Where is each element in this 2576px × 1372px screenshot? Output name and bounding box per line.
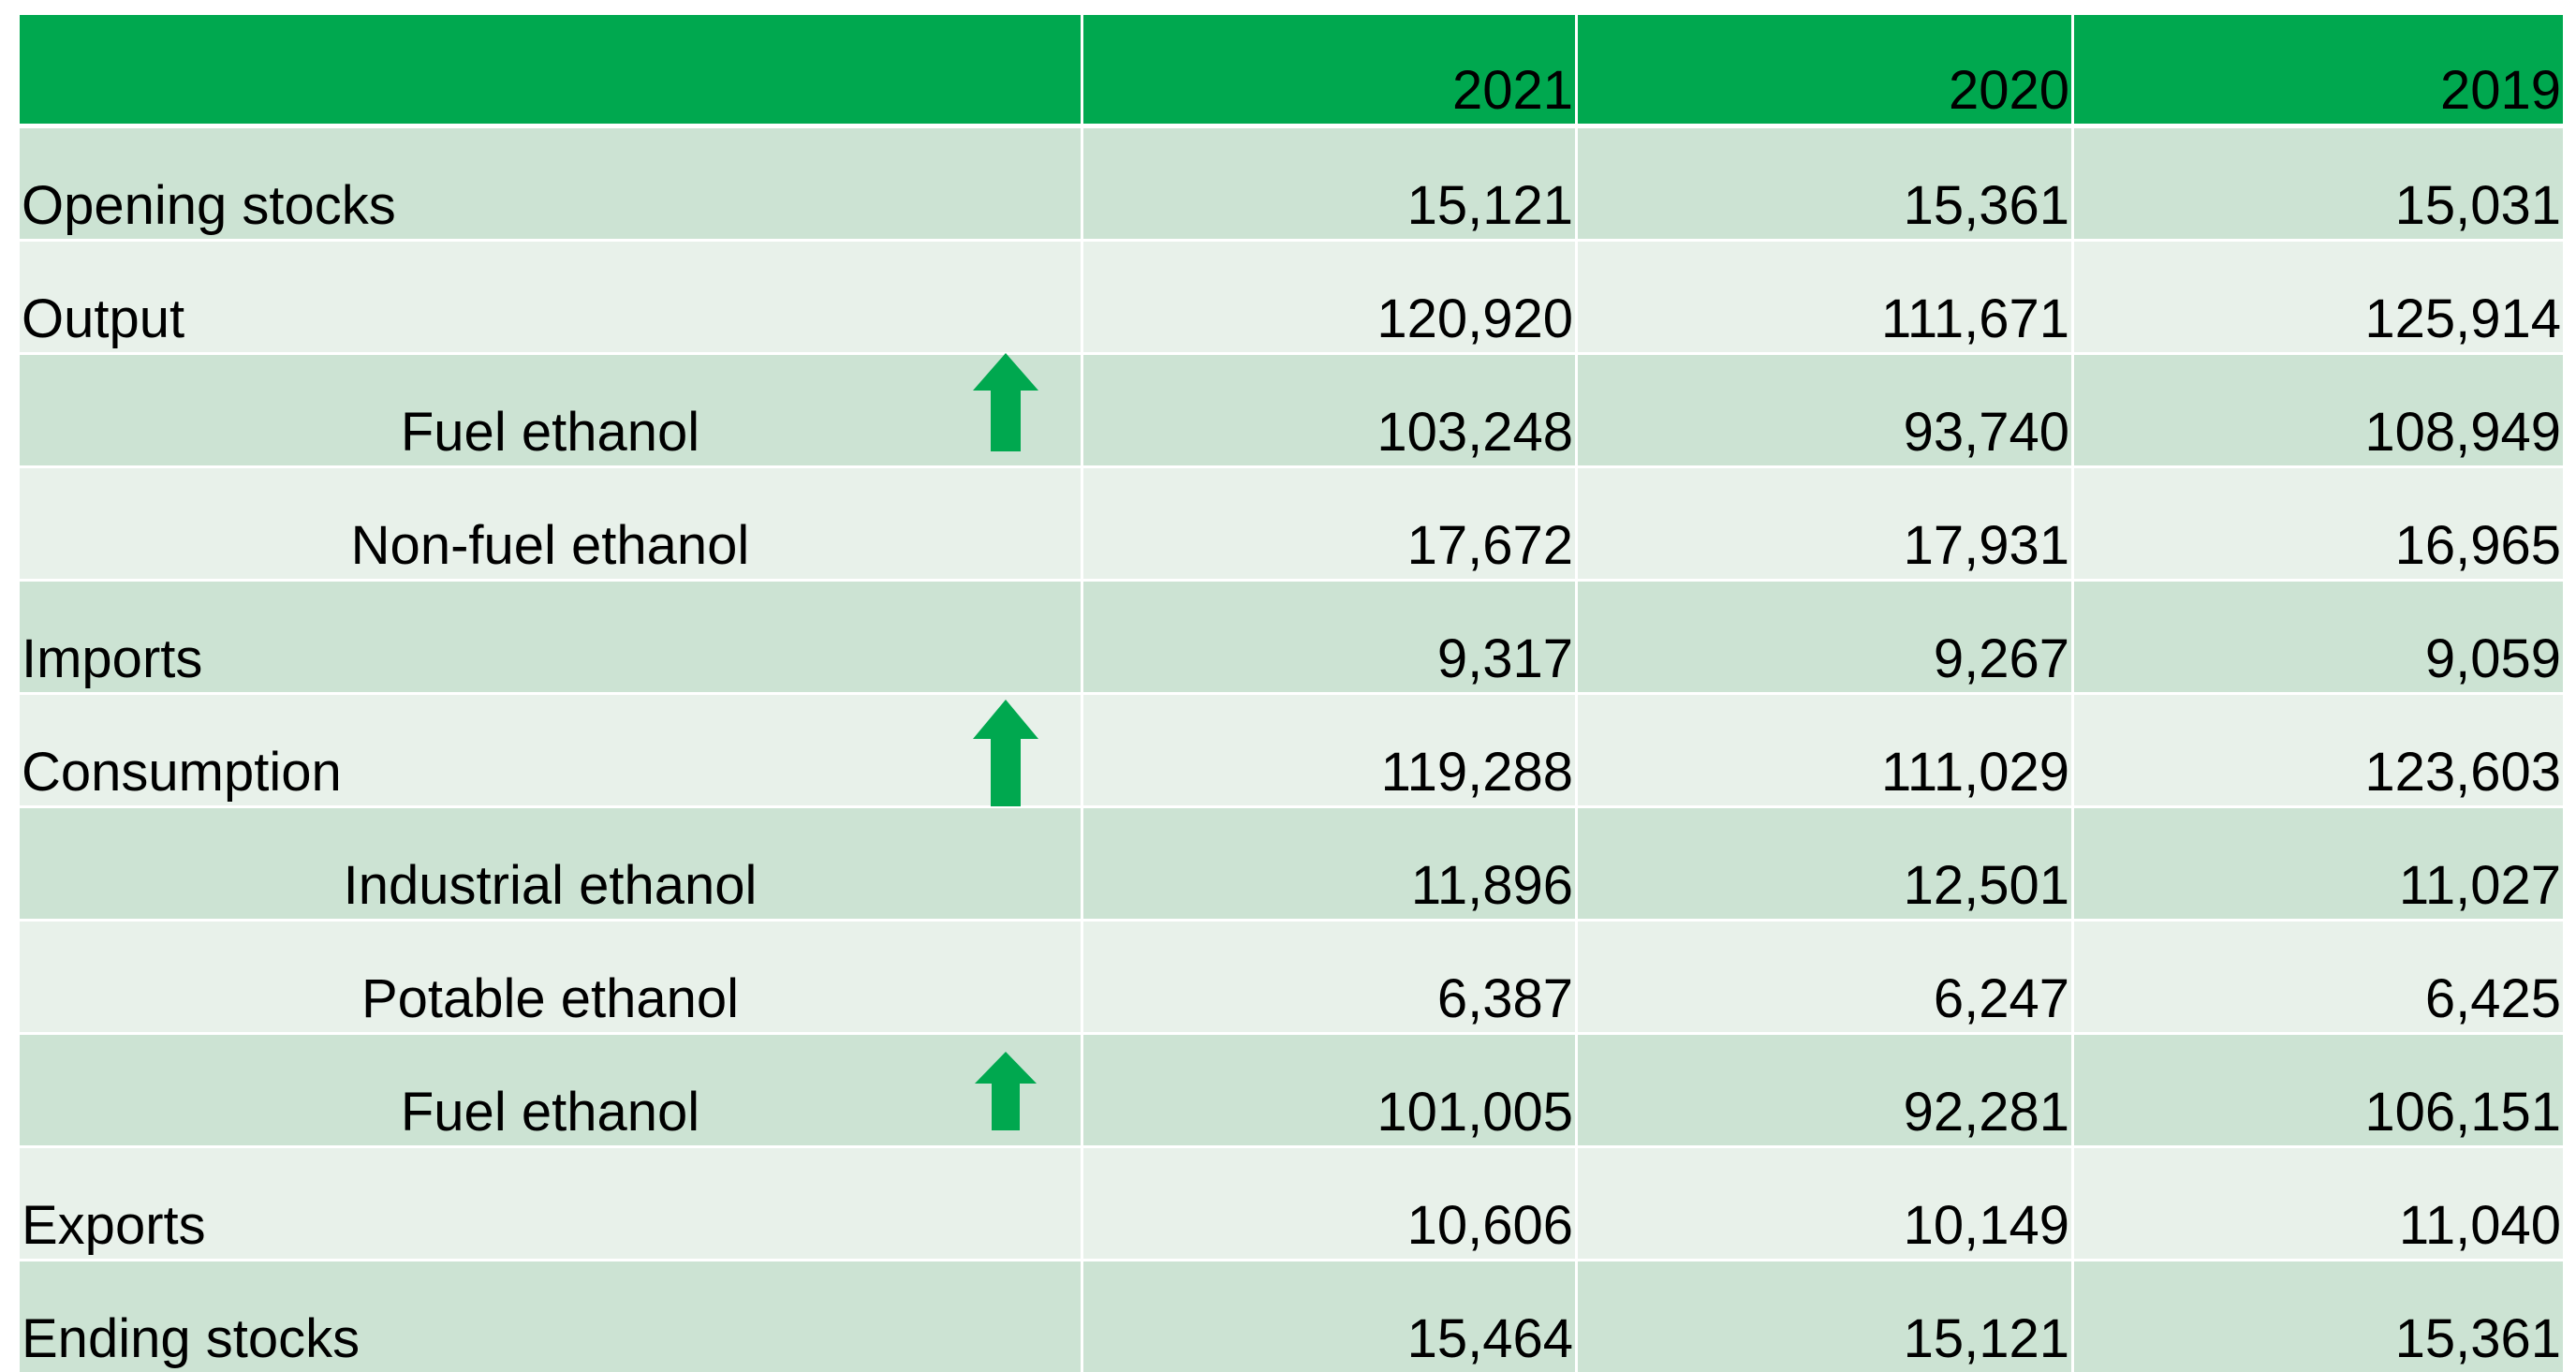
value-cell: 15,464 (1083, 1261, 1575, 1372)
value-cell: 9,317 (1083, 582, 1575, 692)
value-cell: 111,671 (1578, 242, 2071, 352)
value-cell: 15,121 (1578, 1261, 2071, 1372)
row-label: Non-fuel ethanol (20, 468, 1081, 579)
row-label: Fuel ethanol (20, 355, 1081, 465)
value-cell: 9,059 (2074, 582, 2563, 692)
row-label: Exports (20, 1148, 1081, 1259)
value-cell: 101,005 (1083, 1035, 1575, 1145)
value-cell: 6,425 (2074, 922, 2563, 1032)
value-cell: 6,247 (1578, 922, 2071, 1032)
value-cell: 11,027 (2074, 808, 2563, 919)
value-cell: 15,361 (2074, 1261, 2563, 1372)
value-cell: 12,501 (1578, 808, 2071, 919)
column-header: 2020 (1578, 15, 2071, 124)
up-arrow (973, 700, 1038, 806)
column-header: 2019 (2074, 15, 2563, 124)
value-cell: 120,920 (1083, 242, 1575, 352)
row-label: Imports (20, 582, 1081, 692)
up-arrow (975, 1052, 1037, 1130)
value-cell: 16,965 (2074, 468, 2563, 579)
row-label: Consumption (20, 695, 1081, 805)
row-label: Industrial ethanol (20, 808, 1081, 919)
value-cell: 10,149 (1578, 1148, 2071, 1259)
value-cell: 123,603 (2074, 695, 2563, 805)
value-cell: 125,914 (2074, 242, 2563, 352)
row-label: Potable ethanol (20, 922, 1081, 1032)
value-cell: 11,896 (1083, 808, 1575, 919)
value-cell: 9,267 (1578, 582, 2071, 692)
up-arrow (973, 353, 1038, 451)
value-cell: 106,151 (2074, 1035, 2563, 1145)
header-cell (20, 15, 1081, 124)
row-label: Opening stocks (20, 128, 1081, 239)
row-label: Fuel ethanol (20, 1035, 1081, 1145)
value-cell: 92,281 (1578, 1035, 2071, 1145)
value-cell: 15,361 (1578, 128, 2071, 239)
value-cell: 10,606 (1083, 1148, 1575, 1259)
value-cell: 15,121 (1083, 128, 1575, 239)
value-cell: 119,288 (1083, 695, 1575, 805)
row-label: Ending stocks (20, 1261, 1081, 1372)
value-cell: 15,031 (2074, 128, 2563, 239)
value-cell: 103,248 (1083, 355, 1575, 465)
value-cell: 93,740 (1578, 355, 2071, 465)
value-cell: 17,931 (1578, 468, 2071, 579)
value-cell: 17,672 (1083, 468, 1575, 579)
value-cell: 11,040 (2074, 1148, 2563, 1259)
column-header: 2021 (1083, 15, 1575, 124)
value-cell: 111,029 (1578, 695, 2071, 805)
value-cell: 108,949 (2074, 355, 2563, 465)
row-label: Output (20, 242, 1081, 352)
value-cell: 6,387 (1083, 922, 1575, 1032)
